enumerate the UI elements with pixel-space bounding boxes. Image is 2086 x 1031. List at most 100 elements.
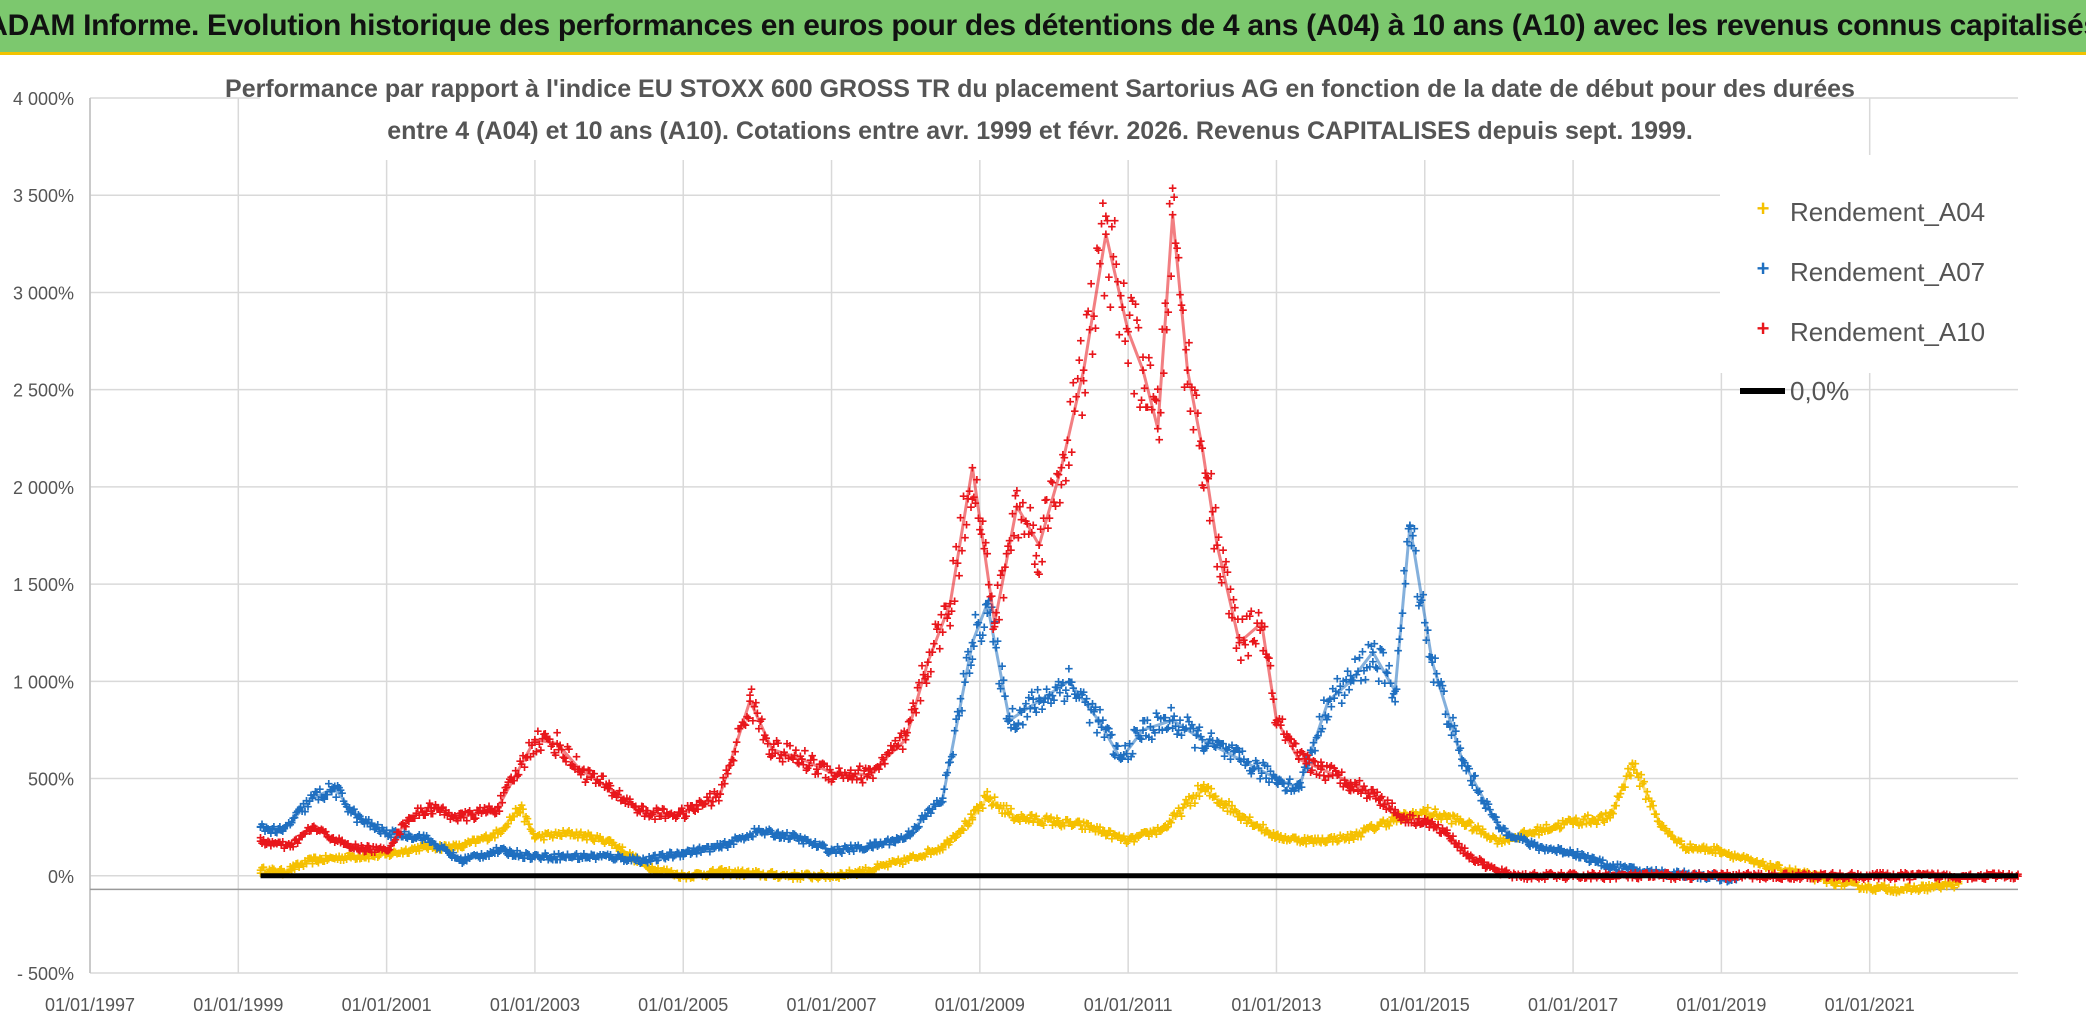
y-tick-label: 1 000% [13,672,74,692]
scatter-point: + [1059,815,1068,832]
scatter-point: + [1567,813,1576,830]
scatter-point: + [1050,814,1059,831]
scatter-point: + [1911,882,1920,899]
scatter-point: + [1397,813,1406,830]
scatter-point: + [1073,813,1082,830]
scatter-point: + [1756,856,1765,873]
data-point: + [568,825,577,842]
data-point: + [983,790,992,807]
scatter-point: + [1336,827,1345,844]
x-tick-label: 01/01/2001 [342,995,432,1015]
scatter-point: + [1102,828,1111,845]
scatter-point: + [737,864,746,881]
scatter-point: + [1284,830,1293,847]
scatter-point: + [1655,814,1664,831]
scatter-point: + [1552,818,1561,835]
scatter-point: + [1729,850,1738,867]
scatter-point: + [1891,879,1900,896]
y-tick-label: 500% [28,770,74,790]
scatter-point: + [479,831,488,848]
data-point: + [901,852,910,869]
scatter-point: + [1910,878,1919,895]
scatter-point: + [1836,872,1845,889]
scatter-point: + [1067,444,1076,461]
scatter-point: + [1542,816,1551,833]
scatter-point: + [1403,807,1412,824]
scatter-point: + [1021,812,1030,829]
scatter-point: + [493,824,502,841]
scatter-point: + [851,863,860,880]
scatter-point: + [1014,811,1023,828]
scatter-point: + [1879,878,1888,895]
scatter-point: + [1064,815,1073,832]
scatter-point: + [1603,810,1612,827]
scatter-point: + [620,845,629,862]
scatter-point: + [436,837,445,854]
scatter-point: + [1260,618,1269,635]
scatter-point: + [1885,879,1894,896]
data-point: + [1346,829,1355,846]
scatter-point: + [836,865,845,882]
scatter-point: + [1297,779,1306,796]
scatter-point: + [1751,854,1760,871]
scatter-point: + [1096,256,1105,273]
scatter-point: + [1773,857,1782,874]
scatter-point: + [649,863,658,880]
scatter-point: + [965,815,974,832]
scatter-point: + [1038,554,1047,571]
scatter-point: + [1417,804,1426,821]
scatter-point: + [490,829,499,846]
scatter-point: + [1260,824,1269,841]
scatter-point: + [713,865,722,882]
scatter-point: + [1670,831,1679,848]
scatter-point: + [1346,826,1355,843]
scatter-point: + [1354,828,1363,845]
scatter-point: + [1718,844,1727,861]
scatter-point: + [1828,874,1837,891]
scatter-point: + [366,846,375,863]
scatter-point: + [416,837,425,854]
scatter-point: + [1848,874,1857,891]
scatter-point: + [1266,657,1275,674]
scatter-point: + [1174,249,1183,266]
scatter-point: + [1502,828,1511,845]
scatter-point: + [1153,819,1162,836]
scatter-point: + [1118,830,1127,847]
scatter-point: + [557,828,566,845]
scatter-point: + [1075,352,1084,369]
scatter-point: + [574,830,583,847]
scatter-point: + [1742,849,1751,866]
scatter-point: + [329,850,338,867]
scatter-point: + [473,831,482,848]
scatter-point: + [1443,811,1452,828]
scatter-point: + [1097,825,1106,842]
scatter-point: + [1592,816,1601,833]
scatter-point: + [375,847,384,864]
scatter-point: + [622,847,631,864]
scatter-point: + [909,847,918,864]
scatter-point: + [1324,830,1333,847]
scatter-point: + [1257,822,1266,839]
scatter-point: + [301,852,310,869]
scatter-point: + [1076,333,1085,350]
scatter-point: + [1294,831,1303,848]
scatter-point: + [1576,815,1585,832]
scatter-point: + [895,855,904,872]
scatter-point: + [1165,813,1174,830]
data-point: + [1309,833,1318,850]
scatter-point: + [563,824,572,841]
scatter-point: + [983,546,992,563]
scatter-point: + [1036,814,1045,831]
scatter-point: + [1122,835,1131,852]
scatter-point: + [1499,832,1508,849]
scatter-point: + [1320,833,1329,850]
scatter-point: + [1245,809,1254,826]
scatter-point: + [1563,814,1572,831]
scatter-point: + [1225,793,1234,810]
scatter-point: + [858,862,867,879]
scatter-point: + [943,832,952,849]
data-point: + [1013,809,1022,826]
scatter-point: + [539,831,548,848]
scatter-point: + [1416,804,1425,821]
scatter-point: + [1799,864,1808,881]
